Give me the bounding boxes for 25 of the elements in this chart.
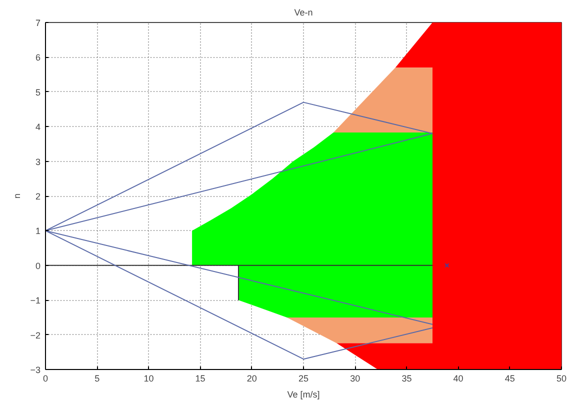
y-tick-label: 1 <box>35 226 41 236</box>
x-tick-label: 10 <box>144 374 154 384</box>
y-tick-label: 0 <box>35 260 41 271</box>
y-tick-label: −3 <box>30 365 41 375</box>
x-tick-label: 40 <box>453 374 464 384</box>
x-tick-label: 35 <box>402 374 412 384</box>
x-tick-label: 45 <box>504 374 515 384</box>
x-tick-label: 20 <box>246 374 257 384</box>
x-tick-label: 30 <box>350 374 360 384</box>
y-tick-label: 4 <box>35 122 41 132</box>
x-tick-label: 50 <box>556 374 567 384</box>
x-tick-label: 5 <box>94 374 100 384</box>
x-tick-label: 0 <box>42 374 48 384</box>
y-tick-label: −2 <box>30 330 41 340</box>
x-tick-label: 15 <box>195 374 206 384</box>
y-axis-title: n <box>12 193 22 199</box>
y-tick-label: −1 <box>30 296 41 306</box>
y-tick-label: 7 <box>35 18 41 28</box>
x-axis-title: Ve [m/s] <box>287 390 320 400</box>
y-tick-label: 5 <box>35 87 41 98</box>
y-tick-label: 3 <box>35 156 41 167</box>
chart-title: Ve-n <box>294 8 313 18</box>
y-tick-label: 2 <box>35 192 41 202</box>
y-tick-label: 6 <box>35 52 41 63</box>
x-tick-label: 25 <box>298 374 309 384</box>
